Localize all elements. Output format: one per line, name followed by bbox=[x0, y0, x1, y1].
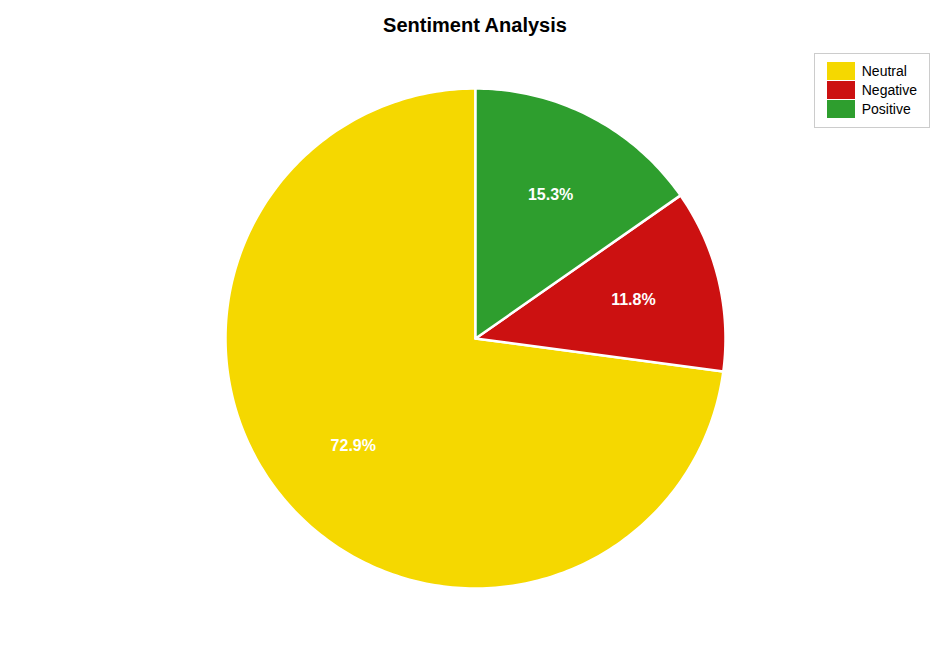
html-text:Positive: Positive bbox=[861, 101, 911, 117]
html-text:Sentiment Analysis: Sentiment Analysis bbox=[383, 14, 567, 36]
html-text:Negative: Negative bbox=[861, 82, 917, 98]
svg-text:15.3%: 15.3% bbox=[528, 186, 573, 203]
svg-text:72.9%: 72.9% bbox=[331, 437, 376, 454]
svg-text:11.8%: 11.8% bbox=[611, 291, 655, 308]
html-text:Neutral: Neutral bbox=[861, 63, 907, 79]
